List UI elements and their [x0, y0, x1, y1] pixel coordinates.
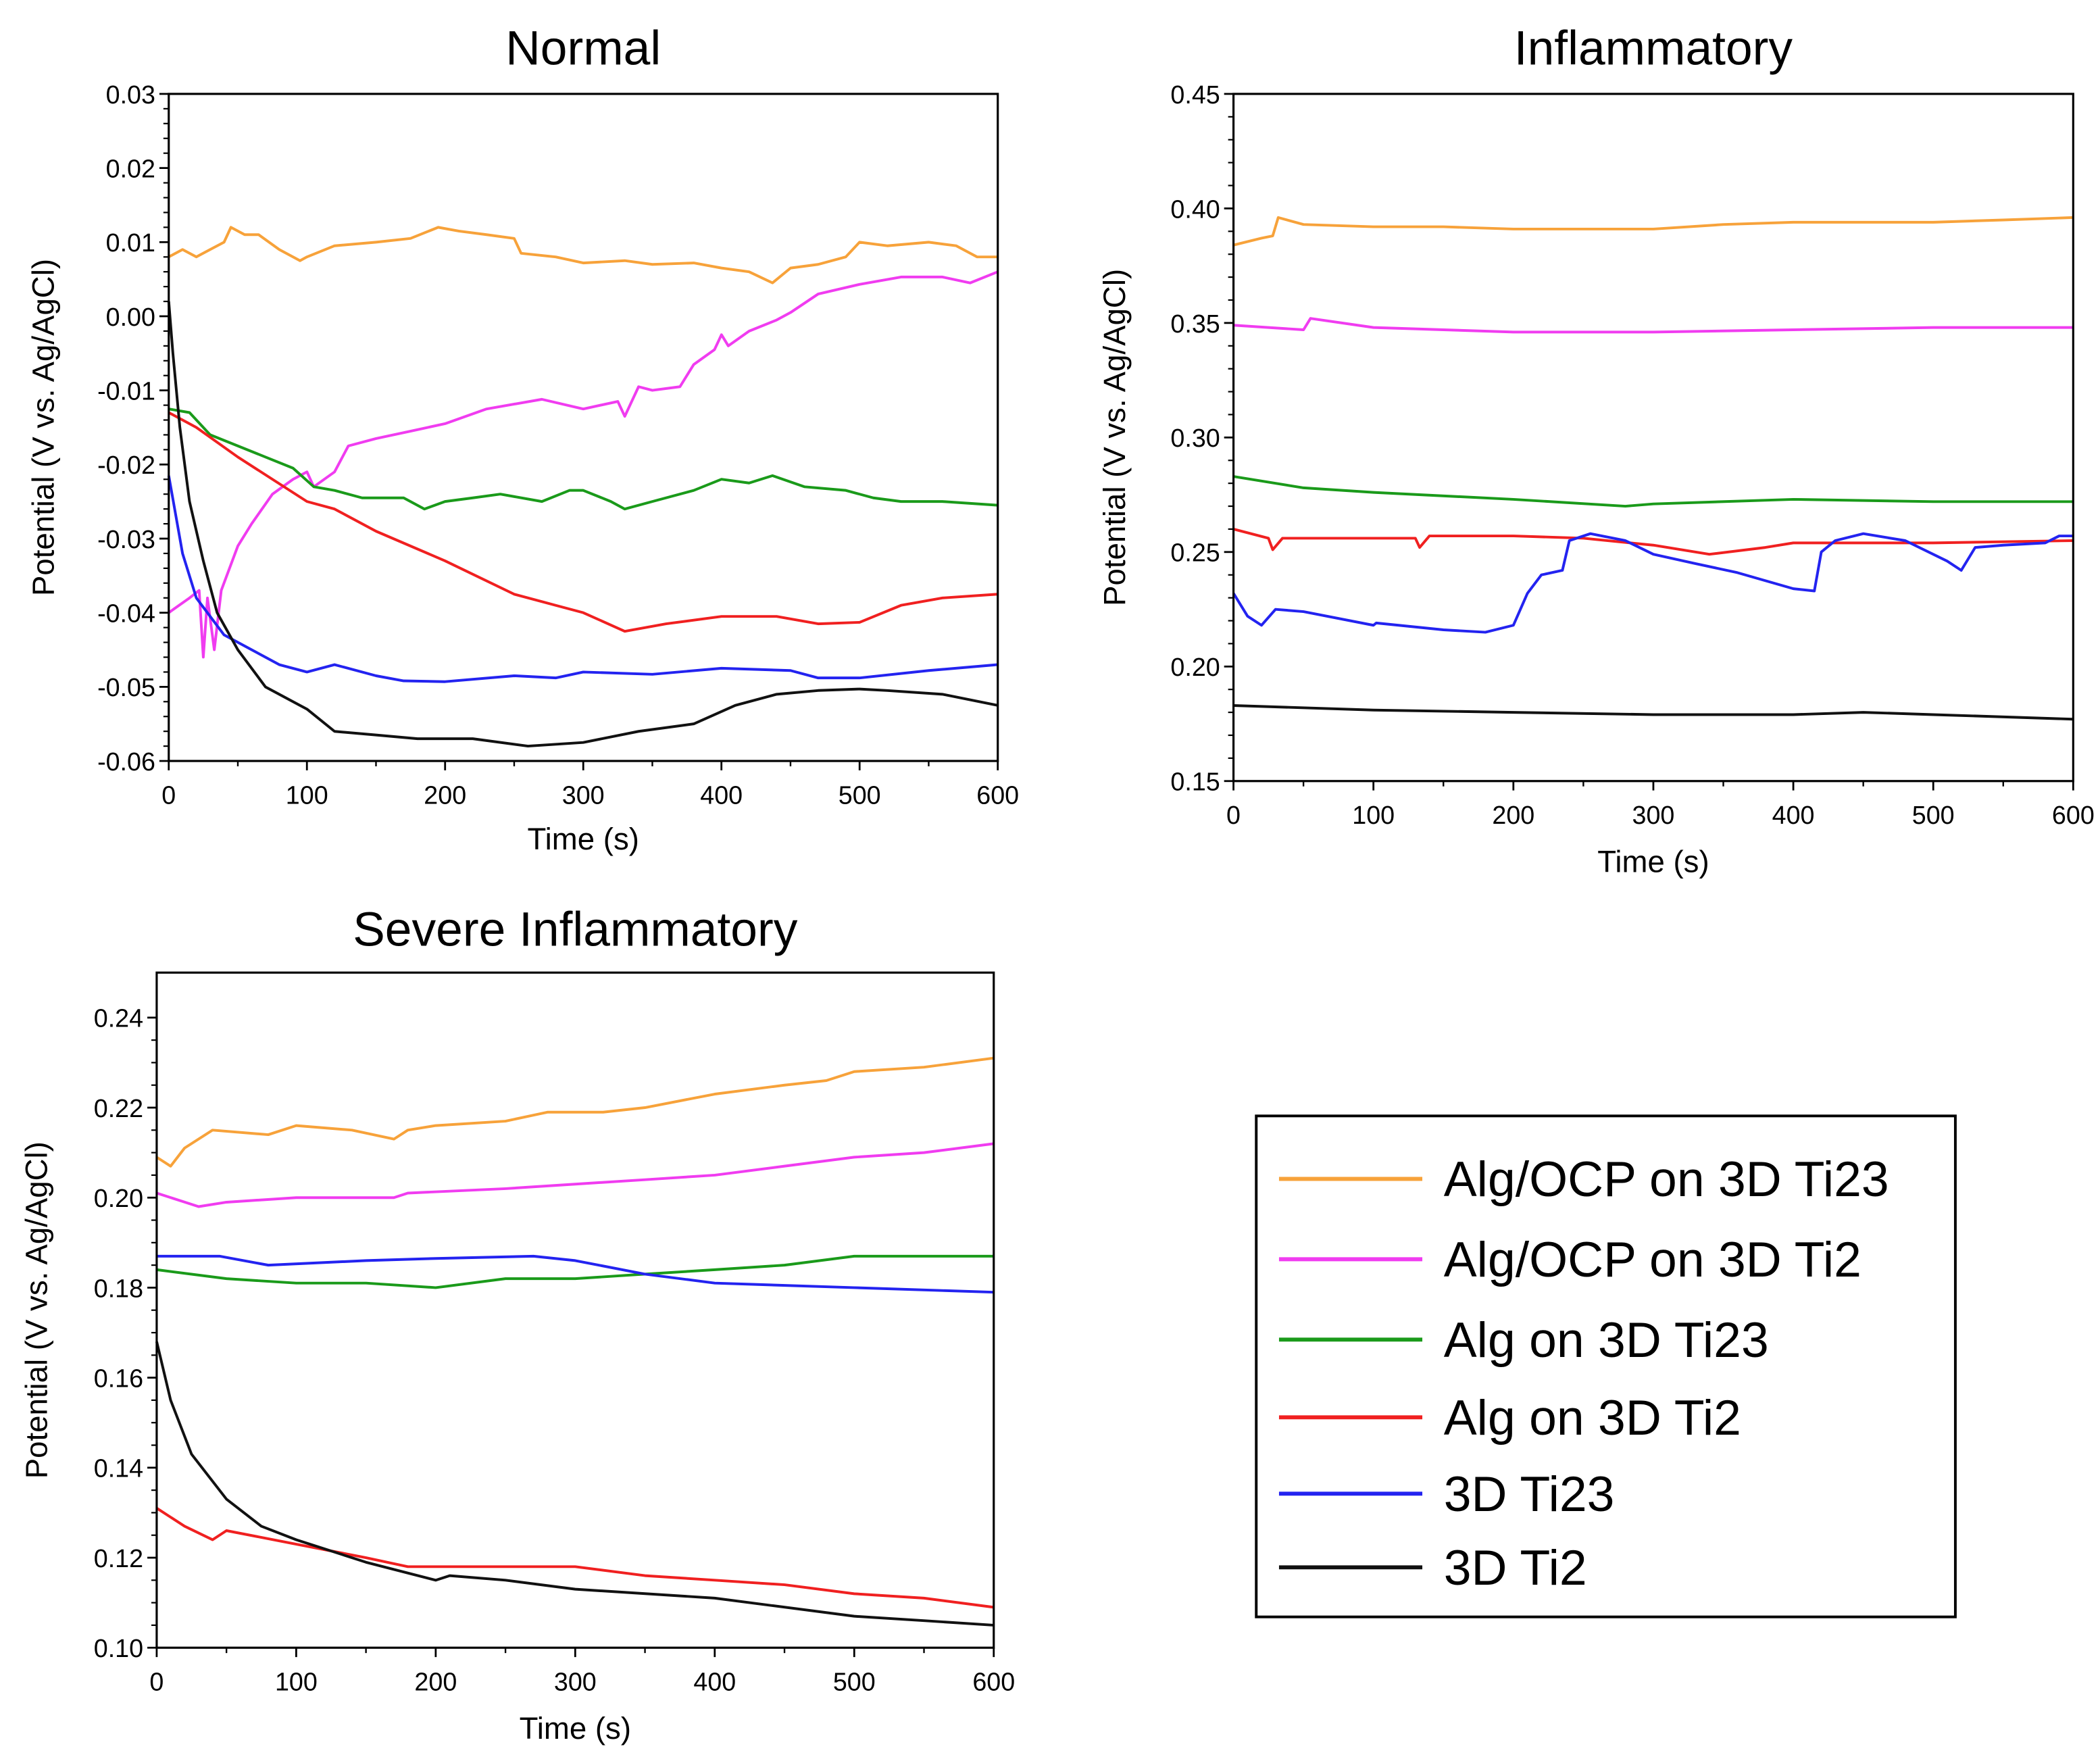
y-tick-label: 0.25 [1170, 539, 1220, 567]
series-line-alg-on-3d-ti23 [1233, 475, 2074, 508]
series-line-3d-ti2 [155, 1341, 994, 1627]
series-line-3d-ti2 [1233, 704, 2074, 721]
y-tick-label: 0.12 [94, 1544, 143, 1573]
y-tick-label: -0.05 [97, 673, 155, 701]
chart-panel-normal: Normal Time (s) Potential (V vs. Ag/AgCl) 0… [26, 21, 1019, 856]
y-tick-label: 0.45 [1170, 80, 1220, 109]
legend-label: Alg/OCP on 3D Ti2 [1444, 1232, 1861, 1287]
y-tick-label: 0.30 [1170, 424, 1220, 452]
series-line-alg-on-3d-ti2 [1233, 528, 2074, 556]
y-tick-label: 0.35 [1170, 310, 1220, 338]
y-tick-label: 0.03 [106, 80, 155, 109]
y-axis-label: Potential (V vs. Ag/AgCl) [26, 259, 60, 596]
y-tick-label: 0.01 [106, 228, 155, 257]
chart-panel-inflammatory: Inflammatory Time (s) Potential (V vs. Ag/… [1097, 21, 2095, 879]
y-tick-label: 0.20 [1170, 653, 1220, 681]
chart-title: Severe Inflammatory [353, 903, 798, 957]
x-tick-label: 600 [2052, 801, 2095, 829]
x-tick-label: 100 [286, 781, 328, 809]
x-axis-label: Time (s) [1597, 845, 1709, 879]
series-line-alg-on-3d-ti23 [156, 1254, 994, 1289]
chart-panel-severe-inflammatory: Severe Inflammatory Time (s) Potential (V … [19, 903, 1015, 1746]
series-line-alg-on-3d-ti23 [168, 407, 998, 511]
legend-item: Alg on 3D Ti2 [1278, 1390, 1741, 1445]
series-line-alg-ocp-on-3d-ti23 [155, 1056, 995, 1168]
legend-label: Alg/OCP on 3D Ti23 [1444, 1152, 1889, 1207]
x-tick-label: 500 [833, 1668, 876, 1696]
series-line-alg-ocp-on-3d-ti2 [1233, 317, 2074, 334]
x-tick-label: 300 [562, 781, 605, 809]
x-tick-label: 600 [972, 1668, 1015, 1696]
x-tick-label: 600 [976, 781, 1019, 809]
x-tick-label: 200 [424, 781, 466, 809]
y-tick-label: 0.22 [94, 1094, 143, 1122]
series-line-3d-ti2 [167, 301, 999, 748]
y-axis-label: Potential (V vs. Ag/AgCl) [19, 1141, 53, 1479]
x-axis-label: Time (s) [528, 822, 639, 856]
x-tick-label: 0 [161, 781, 176, 809]
y-tick-label: 0.00 [106, 303, 155, 331]
y-tick-label: 0.02 [106, 154, 155, 182]
series-line-alg-ocp-on-3d-ti2 [156, 1142, 995, 1208]
x-tick-label: 100 [1352, 801, 1395, 829]
plot-frame [168, 93, 999, 762]
x-tick-label: 400 [700, 781, 743, 809]
x-tick-label: 400 [1772, 801, 1815, 829]
legend-label: 3D Ti2 [1444, 1540, 1587, 1596]
series-line-alg-ocp-on-3d-ti23 [168, 226, 998, 285]
x-tick-label: 100 [275, 1668, 318, 1696]
y-tick-label: -0.02 [97, 451, 155, 479]
chart-title: Normal [505, 21, 661, 75]
x-axis-label: Time (s) [520, 1711, 631, 1746]
series-line-alg-on-3d-ti2 [168, 411, 998, 633]
x-tick-label: 0 [1226, 801, 1241, 829]
y-tick-label: -0.04 [97, 599, 155, 628]
legend-label: 3D Ti23 [1444, 1466, 1615, 1522]
series-line-alg-on-3d-ti2 [155, 1507, 995, 1609]
x-tick-label: 200 [1492, 801, 1534, 829]
series-line-3d-ti23 [1232, 532, 2074, 634]
legend-label: Alg on 3D Ti2 [1444, 1390, 1741, 1445]
legend-box [1255, 1114, 1957, 1618]
legend-item: Alg/OCP on 3D Ti23 [1278, 1152, 1889, 1207]
legend-item: 3D Ti23 [1278, 1466, 1615, 1522]
series-line-alg-ocp-on-3d-ti2 [168, 270, 999, 659]
legend-label: Alg on 3D Ti23 [1444, 1312, 1769, 1368]
y-tick-label: 0.10 [94, 1634, 143, 1662]
x-tick-label: 300 [554, 1668, 597, 1696]
series-line-3d-ti23 [167, 475, 998, 683]
x-tick-label: 400 [693, 1668, 736, 1696]
x-tick-label: 500 [839, 781, 881, 809]
y-tick-label: 0.18 [94, 1274, 143, 1302]
x-tick-label: 0 [149, 1668, 164, 1696]
y-tick-label: 0.40 [1170, 195, 1220, 223]
plot-frame [155, 971, 995, 1649]
series-line-alg-ocp-on-3d-ti23 [1233, 216, 2074, 247]
y-tick-label: -0.03 [97, 525, 155, 553]
y-tick-label: 0.20 [94, 1184, 143, 1212]
y-tick-label: -0.01 [97, 377, 155, 405]
x-tick-label: 200 [414, 1668, 457, 1696]
legend-item: Alg on 3D Ti23 [1278, 1312, 1769, 1368]
legend-item: 3D Ti2 [1278, 1540, 1587, 1596]
y-axis-label: Potential (V vs. Ag/AgCl) [1097, 269, 1132, 606]
x-tick-label: 500 [1912, 801, 1955, 829]
y-tick-label: 0.24 [94, 1004, 143, 1033]
y-tick-label: 0.16 [94, 1364, 143, 1393]
legend-item: Alg/OCP on 3D Ti2 [1278, 1232, 1861, 1287]
y-tick-label: 0.14 [94, 1454, 143, 1483]
chart-title: Inflammatory [1514, 21, 1793, 75]
y-tick-label: 0.15 [1170, 768, 1220, 796]
plot-frame [1232, 93, 2074, 783]
y-tick-label: -0.06 [97, 747, 155, 776]
legend: Alg/OCP on 3D Ti23 Alg/OCP on 3D Ti2 Alg o… [1255, 1114, 1957, 1618]
series-line-3d-ti23 [156, 1254, 994, 1294]
x-tick-label: 300 [1632, 801, 1675, 829]
